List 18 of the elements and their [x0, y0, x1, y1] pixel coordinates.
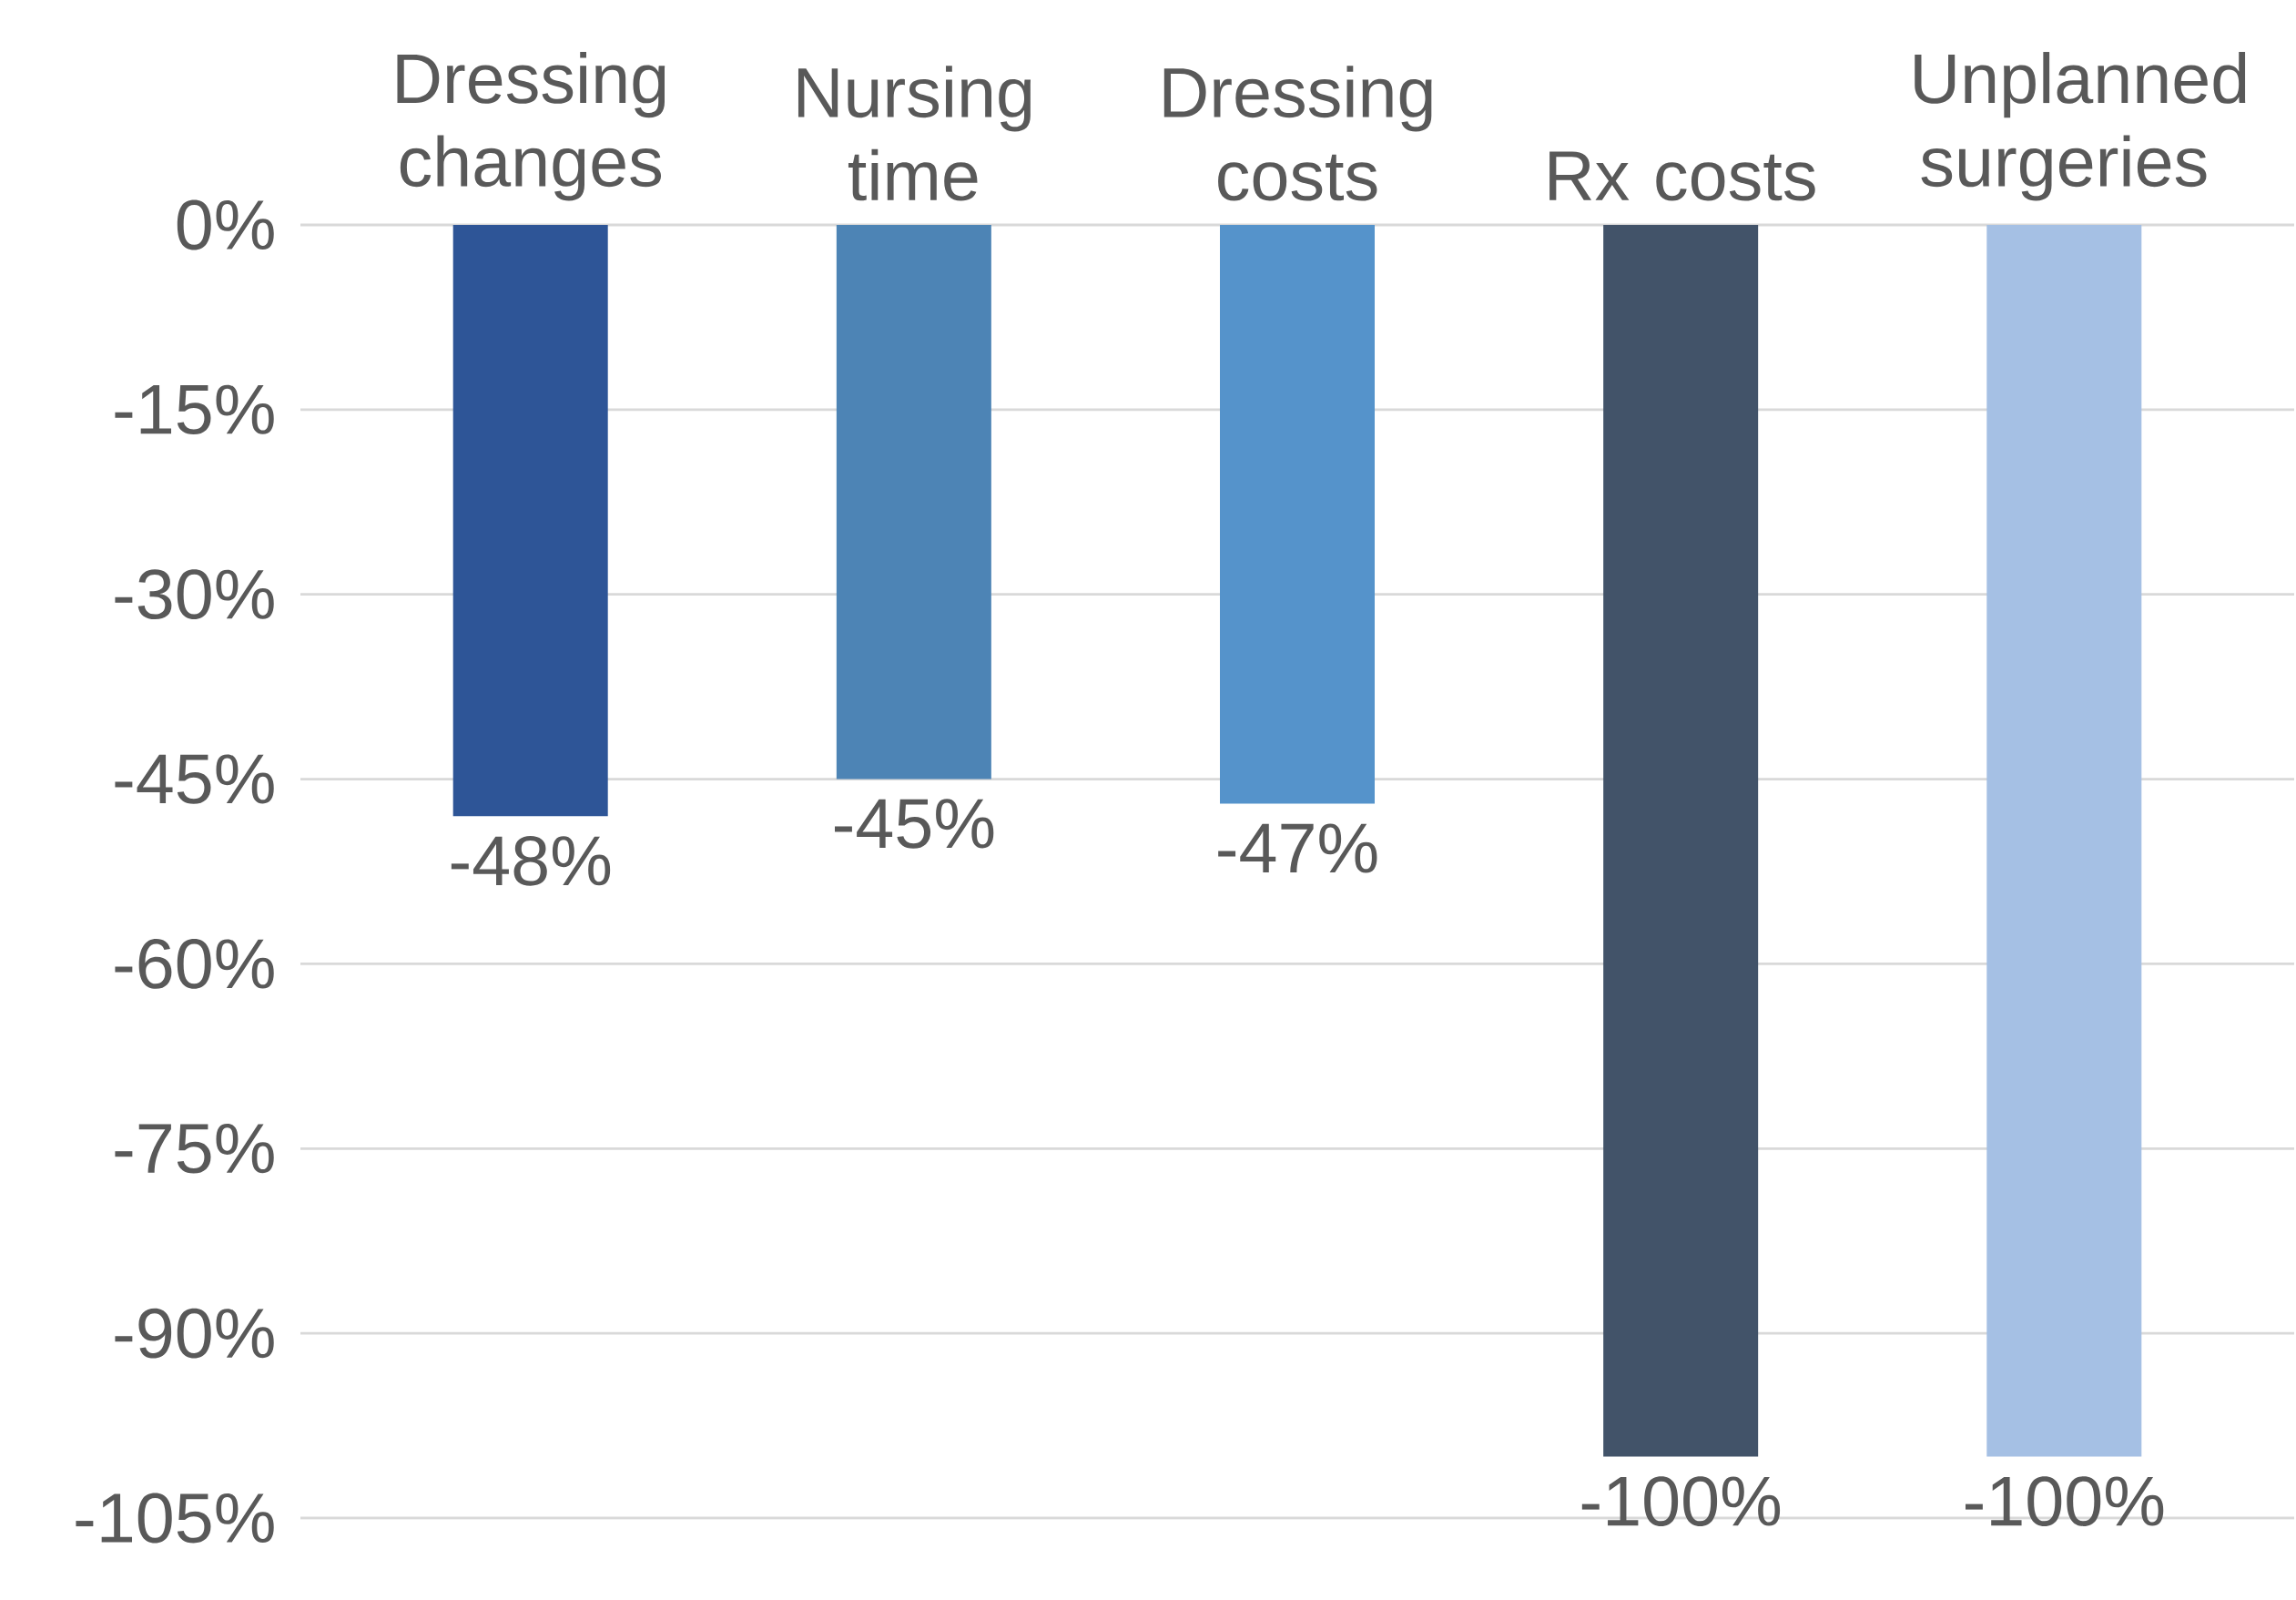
data-label: -47%	[1218, 823, 1377, 873]
x-tick-label: Unplanned surgeries	[1915, 52, 2246, 201]
y-tick-label: -75%	[115, 1124, 274, 1174]
y-tick-label: -30%	[115, 569, 274, 620]
x-tick-label: Dressing costs	[1163, 66, 1432, 201]
x-tick-label: Nursing time	[798, 66, 1031, 201]
data-label: -45%	[835, 799, 994, 849]
data-label: -100%	[1581, 1476, 1781, 1526]
y-tick-label: -105%	[76, 1493, 274, 1544]
y-tick-label: -45%	[115, 754, 274, 804]
data-label: -100%	[1965, 1476, 2164, 1526]
x-tick-label: Dressing changes	[397, 52, 665, 201]
y-tick-label: -90%	[115, 1308, 274, 1359]
y-tick-label: -15%	[115, 384, 274, 435]
y-tick-label: -60%	[115, 939, 274, 989]
data-label: -48%	[451, 835, 611, 886]
x-tick-label: Rx costs	[1549, 151, 1815, 201]
y-tick-label: 0%	[177, 199, 274, 250]
